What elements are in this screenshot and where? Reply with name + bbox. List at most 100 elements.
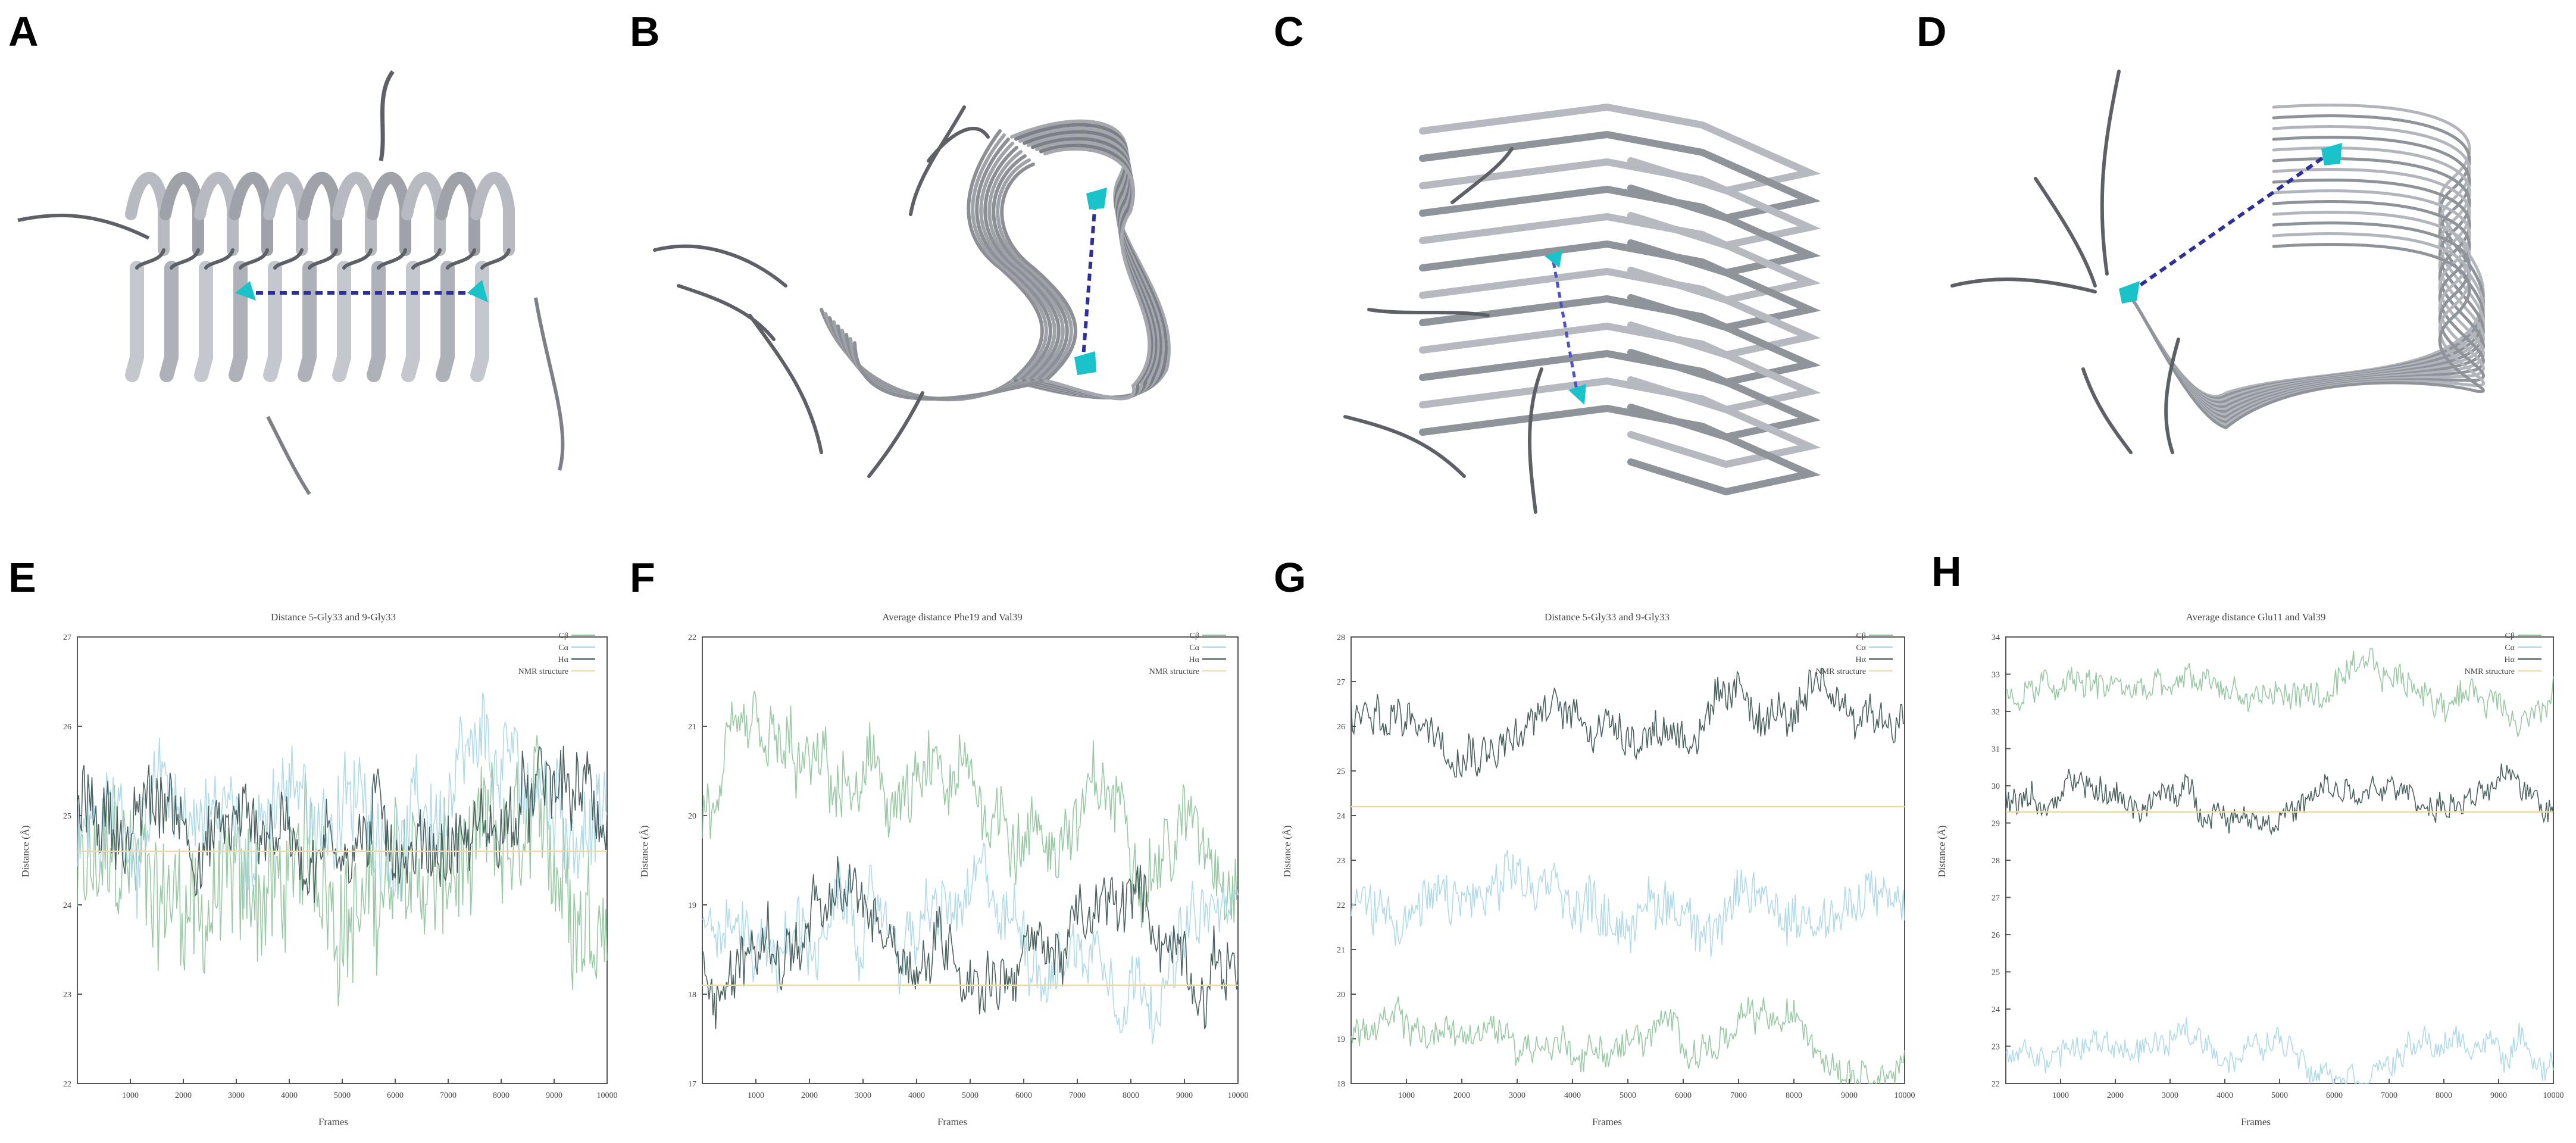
sheet-strand	[1419, 404, 1821, 496]
x-axis-label: Frames	[318, 1116, 348, 1128]
legend-entry: Cβ	[559, 632, 568, 641]
chart-g: Distance 5-Gly33 and 9-Gly33 Frames Dist…	[1281, 611, 1915, 1128]
y-tick-label: 33	[1992, 671, 2000, 680]
cyan-residue	[2321, 143, 2342, 165]
backbone-trace	[1043, 146, 1152, 401]
panel-label-a: A	[8, 8, 39, 55]
sheet-strand	[263, 261, 282, 382]
tail-strand	[653, 244, 787, 288]
sheet-strand	[367, 171, 411, 256]
backbone-trace	[2129, 243, 2485, 430]
y-axis-label: Distance (Å)	[1936, 825, 1947, 877]
legend-entry: Cβ	[2505, 632, 2515, 641]
x-tick-label: 4000	[281, 1091, 298, 1100]
tail-strand	[1343, 415, 1466, 478]
y-tick-label: 22	[1337, 901, 1345, 910]
loop	[239, 248, 269, 270]
chart-e: Distance 5-Gly33 and 9-Gly33 Frames Dist…	[20, 611, 618, 1128]
x-tick-label: 2000	[801, 1091, 818, 1100]
y-tick-label: 29	[1992, 820, 2000, 829]
legend-entry: Cα	[1189, 644, 1199, 652]
x-tick-label: 7000	[2381, 1091, 2397, 1100]
sheet-strand	[470, 171, 515, 256]
legend-entry: NMR structure	[518, 667, 568, 676]
chart-title: Distance 5-Gly33 and 9-Gly33	[1545, 611, 1670, 623]
tail-strand	[927, 126, 990, 163]
legend-entry: Hα	[1856, 655, 1867, 664]
x-tick-label: 6000	[1675, 1091, 1692, 1100]
structure-d	[1950, 70, 2485, 454]
series-line	[1350, 667, 1905, 778]
x-tick-label: 1000	[2052, 1091, 2069, 1100]
tail-strand	[2081, 367, 2133, 454]
sheet-strand	[298, 261, 317, 382]
x-tick-label: 3000	[2162, 1091, 2178, 1100]
legend-entry: Hα	[1189, 655, 1200, 664]
loop	[135, 248, 165, 270]
structure-a	[17, 70, 565, 495]
x-tick-label: 8000	[2436, 1091, 2452, 1100]
tail-strand	[1950, 277, 2097, 293]
x-tick-label: 8000	[493, 1091, 509, 1100]
tail-strand	[266, 416, 311, 495]
distance-line	[1081, 202, 1097, 358]
y-tick-label: 22	[1992, 1080, 2000, 1089]
x-tick-label: 7000	[1069, 1091, 1086, 1100]
panel-label-e: E	[8, 554, 36, 601]
tail-strand	[17, 213, 150, 240]
x-tick-label: 5000	[962, 1091, 978, 1100]
chart-title: Average distance Glu11 and Val39	[2186, 611, 2326, 623]
plot-frame	[702, 636, 1239, 1084]
tail-strand	[1528, 367, 1543, 514]
x-tick-label: 8000	[1786, 1091, 1802, 1100]
legend-entry: Cα	[2505, 644, 2515, 652]
y-tick-label: 23	[1992, 1043, 2000, 1052]
sheet-strand	[125, 261, 144, 382]
series-line	[1350, 997, 1905, 1085]
x-tick-label: 10000	[597, 1091, 618, 1100]
series-line	[2005, 647, 2554, 737]
x-tick-label: 5000	[1620, 1091, 1636, 1100]
sheet-strand	[332, 261, 351, 382]
x-tick-label: 4000	[1564, 1091, 1581, 1100]
sheet-strand	[436, 261, 455, 382]
legend-entry: Hα	[558, 655, 569, 664]
panel-label-g: G	[1274, 554, 1306, 601]
loop	[377, 248, 407, 270]
x-tick-label: 3000	[1509, 1091, 1525, 1100]
y-tick-label: 27	[63, 633, 71, 642]
loop	[446, 248, 476, 270]
y-tick-label: 28	[1337, 633, 1345, 642]
backbone-trace	[2129, 232, 2485, 427]
chart-title: Average distance Phe19 and Val39	[882, 611, 1022, 623]
loop	[308, 248, 338, 270]
tail-strand	[2034, 177, 2097, 288]
legend-entry: Cβ	[1856, 632, 1866, 641]
chart-h: Average distance Glu11 and Val39 Frames …	[1936, 611, 2564, 1128]
y-tick-label: 24	[63, 901, 71, 910]
legend-entry: Cα	[558, 644, 568, 652]
tail-strand	[748, 314, 823, 454]
loop	[273, 248, 304, 270]
sheet-strand	[194, 261, 213, 382]
loop	[480, 248, 511, 270]
tail-strand	[2164, 338, 2180, 454]
sheet-strand	[436, 171, 480, 256]
series-line	[702, 856, 1239, 1029]
y-axis-label: Distance (Å)	[639, 825, 650, 877]
plot-frame	[2005, 636, 2554, 1084]
loop	[170, 248, 200, 270]
y-axis-label: Distance (Å)	[20, 825, 31, 877]
backbone-trace	[853, 163, 1077, 401]
panel-label-h: H	[1931, 548, 1962, 595]
y-tick-label: 19	[1337, 1035, 1345, 1044]
x-tick-label: 6000	[2326, 1091, 2343, 1100]
x-tick-label: 10000	[1228, 1091, 1249, 1100]
x-tick-label: 9000	[546, 1091, 562, 1100]
y-tick-label: 18	[1337, 1080, 1345, 1089]
x-tick-label: 3000	[855, 1091, 871, 1100]
tail-strand	[1367, 308, 1490, 317]
x-tick-label: 9000	[1841, 1091, 1858, 1100]
cyan-residue	[235, 281, 256, 301]
series-line	[2005, 1017, 2554, 1084]
